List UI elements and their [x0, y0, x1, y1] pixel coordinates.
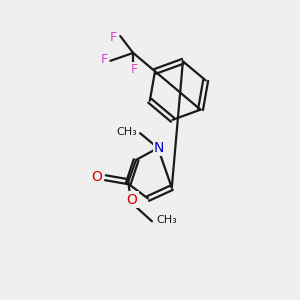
Text: O: O: [127, 193, 138, 206]
Text: N: N: [154, 141, 164, 155]
Text: O: O: [92, 170, 102, 184]
Text: CH₃: CH₃: [116, 127, 137, 137]
Text: CH₃: CH₃: [156, 215, 177, 225]
Text: F: F: [100, 53, 107, 66]
Text: F: F: [110, 31, 117, 44]
Text: F: F: [130, 63, 138, 76]
